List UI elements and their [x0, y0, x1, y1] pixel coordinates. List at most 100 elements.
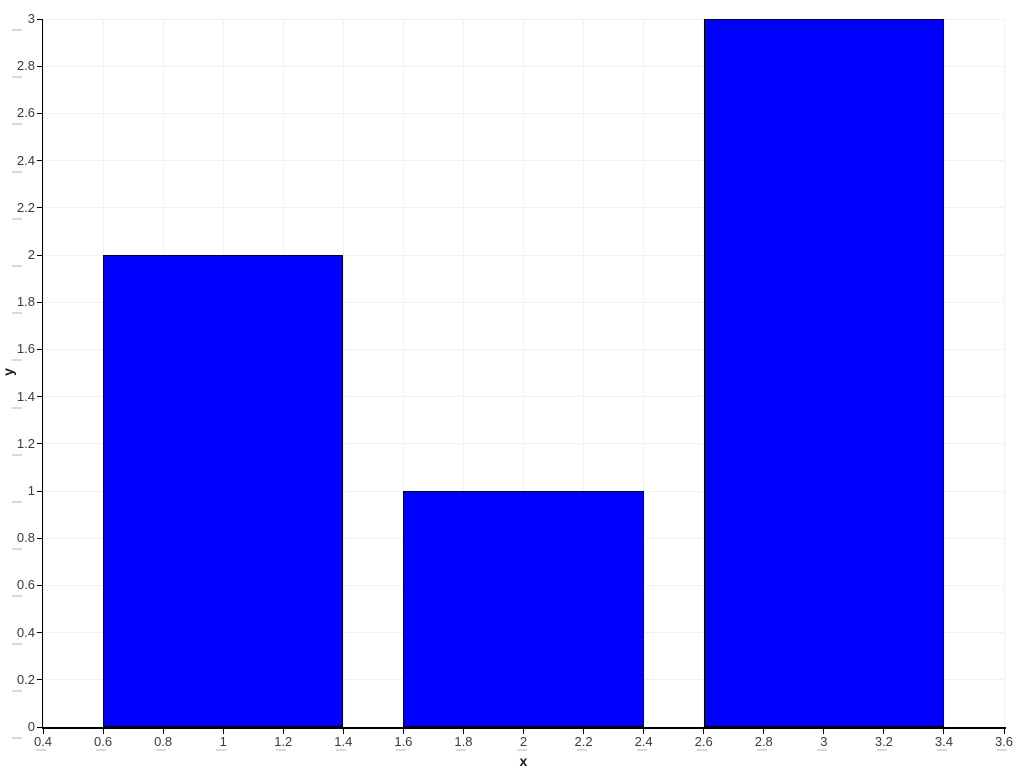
- y-tick-label: 0.4: [16, 624, 35, 640]
- x-axis-title: x: [519, 753, 528, 768]
- y-tick-label: 0.6: [16, 577, 35, 593]
- y-tick-underline: [12, 595, 22, 598]
- x-tick: [1003, 728, 1005, 734]
- y-tick: [36, 301, 42, 303]
- x-tick: [102, 728, 104, 734]
- x-tick-label: 0.4: [33, 734, 53, 749]
- x-tick-underline: [997, 749, 1007, 751]
- x-tick-underline: [456, 749, 467, 751]
- x-tick-underline: [396, 749, 407, 751]
- y-tick: [36, 443, 42, 445]
- y-tick-underline: [12, 359, 22, 362]
- y-tick-underline: [12, 548, 22, 551]
- x-tick-underline: [156, 749, 167, 751]
- y-tick-underline: [12, 29, 22, 31]
- x-tick: [162, 728, 164, 734]
- y-tick: [36, 18, 42, 20]
- x-tick-label: 3.4: [934, 734, 953, 749]
- x-tick-underline: [816, 749, 827, 751]
- y-tick-underline: [12, 217, 22, 220]
- x-tick-label: 3.6: [994, 734, 1014, 749]
- y-tick-label: 1.2: [16, 435, 35, 451]
- bar: [403, 491, 644, 727]
- x-gridline: [583, 19, 585, 727]
- y-tick: [36, 254, 42, 256]
- x-tick: [643, 728, 645, 734]
- x-tick-underline: [516, 749, 527, 751]
- y-tick-label: 3: [27, 11, 35, 26]
- y-tick-underline: [12, 689, 22, 692]
- y-tick-label: 0.2: [16, 671, 35, 687]
- y-tick-underline: [12, 76, 22, 79]
- y-axis-title: y: [0, 368, 16, 376]
- x-tick: [883, 728, 885, 734]
- x-tick-label: 2: [519, 734, 528, 749]
- y-tick: [36, 726, 42, 728]
- x-tick-label: 1: [219, 734, 227, 749]
- x-tick: [282, 728, 284, 734]
- x-tick: [462, 728, 464, 734]
- y-tick-underline: [12, 406, 22, 409]
- y-tick-underline: [12, 453, 22, 456]
- y-tick: [36, 632, 42, 634]
- y-tick-label: 1: [27, 483, 35, 498]
- x-tick-label: 1.8: [454, 734, 473, 749]
- x-tick: [42, 728, 44, 734]
- plot-area: [42, 18, 1005, 728]
- y-tick: [36, 490, 42, 492]
- x-tick-underline: [696, 749, 707, 751]
- x-gridline: [402, 19, 404, 727]
- y-tick: [36, 160, 42, 162]
- y-tick-label: 0: [27, 719, 35, 734]
- x-tick: [823, 728, 825, 734]
- x-gridline: [643, 19, 645, 727]
- y-tick: [36, 537, 42, 539]
- x-tick-label: 0.8: [154, 734, 173, 749]
- y-tick-label: 2.2: [16, 199, 35, 215]
- y-tick-label: 1.4: [16, 388, 35, 404]
- x-tick-label: 3: [820, 734, 828, 749]
- x-gridline: [462, 19, 464, 727]
- y-tick: [36, 584, 42, 586]
- bar: [103, 255, 344, 727]
- y-tick-label: 2.6: [16, 105, 35, 121]
- bar: [703, 19, 944, 727]
- x-tick-label: 3.2: [874, 734, 893, 749]
- x-tick-underline: [936, 749, 947, 751]
- x-tick: [763, 728, 765, 734]
- x-tick-label: 0.6: [94, 734, 113, 749]
- x-tick: [222, 728, 224, 734]
- x-tick-label: 1.2: [274, 734, 293, 749]
- x-tick-label: 1.4: [334, 734, 353, 749]
- y-tick: [36, 207, 42, 209]
- x-tick-label: 2.6: [694, 734, 713, 749]
- x-gridline: [42, 19, 44, 727]
- x-tick-underline: [876, 749, 887, 751]
- y-tick-underline: [12, 501, 22, 503]
- y-axis-line: [41, 19, 43, 729]
- y-tick-underline: [12, 170, 22, 173]
- x-tick-underline: [36, 749, 46, 751]
- x-tick: [943, 728, 945, 734]
- x-tick-underline: [636, 749, 647, 751]
- x-tick: [583, 728, 585, 734]
- x-tick: [342, 728, 344, 734]
- x-tick: [402, 728, 404, 734]
- x-tick: [703, 728, 705, 734]
- x-gridline: [523, 19, 524, 727]
- x-tick-label: 2.2: [574, 734, 593, 749]
- y-tick: [36, 65, 42, 67]
- x-tick: [523, 728, 524, 734]
- x-gridline: [1003, 19, 1005, 727]
- y-tick: [36, 679, 42, 681]
- y-tick-label: 0.8: [16, 530, 35, 546]
- y-tick-underline: [12, 123, 22, 126]
- y-tick-underline: [12, 642, 22, 645]
- y-tick: [36, 348, 42, 350]
- x-tick-underline: [336, 749, 347, 751]
- y-tick-underline: [12, 265, 22, 267]
- x-tick-label: 1.6: [394, 734, 413, 749]
- x-axis-line: [41, 727, 1006, 729]
- y-tick: [36, 396, 42, 398]
